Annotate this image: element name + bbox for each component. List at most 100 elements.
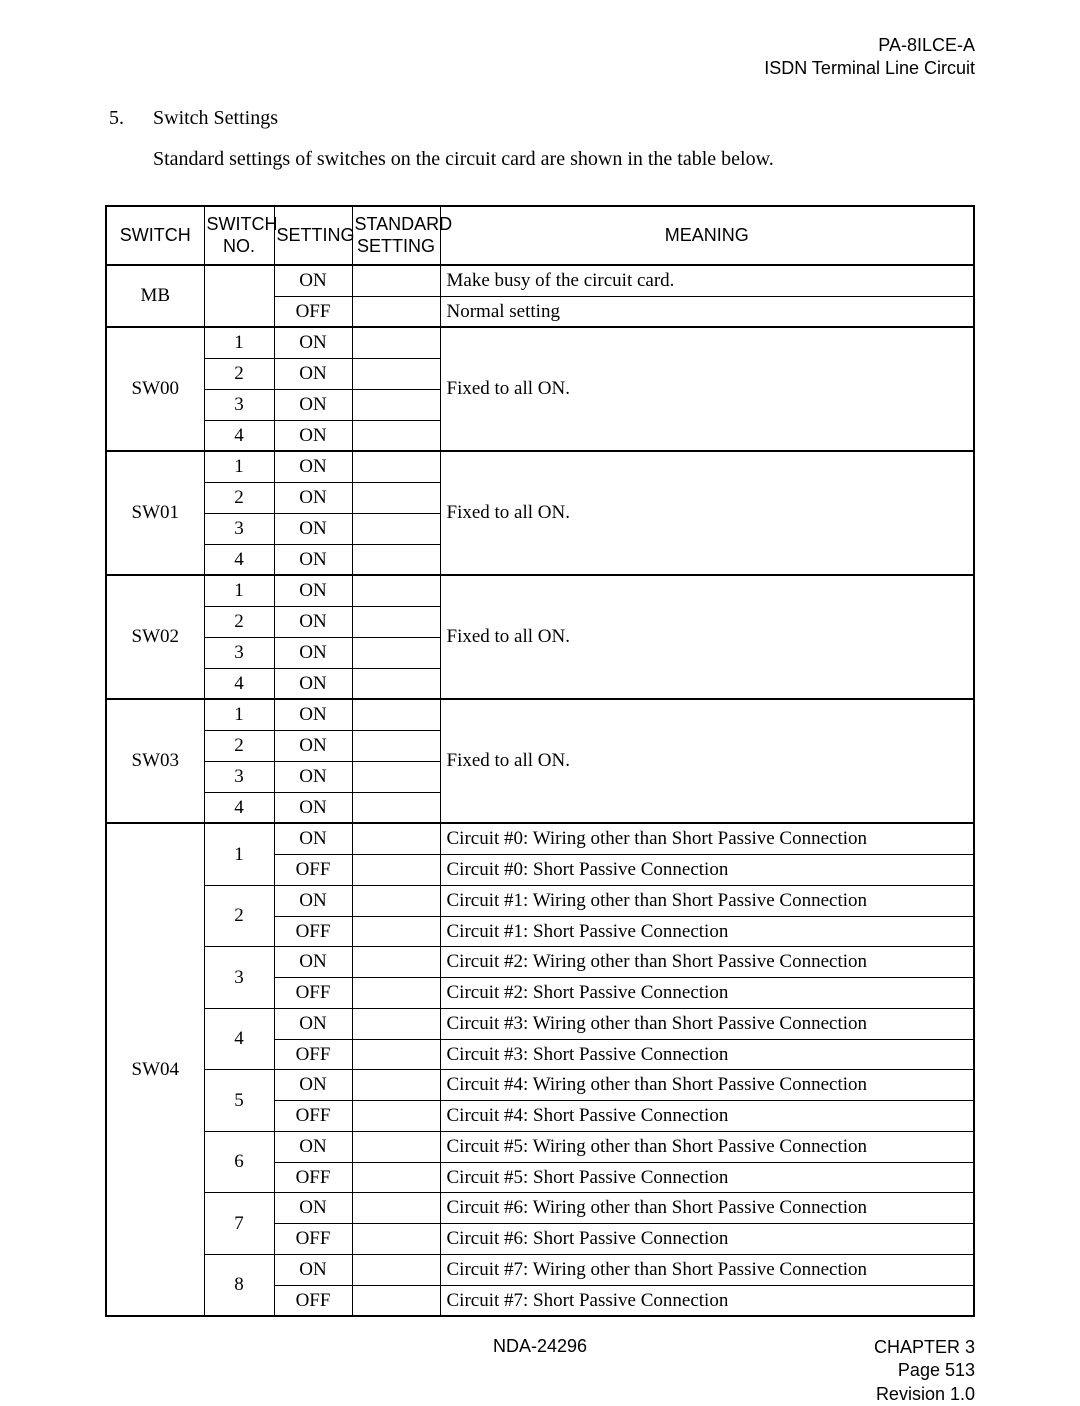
cell-meaning: Normal setting xyxy=(440,296,974,327)
cell-switch-no: 6 xyxy=(204,1131,274,1193)
footer-right: CHAPTER 3 Page 513 Revision 1.0 xyxy=(874,1336,975,1406)
cell-setting: OFF xyxy=(274,1224,352,1255)
page: PA-8ILCE-A ISDN Terminal Line Circuit 5.… xyxy=(0,0,1080,1397)
cell-standard xyxy=(352,513,440,544)
cell-standard xyxy=(352,607,440,638)
cell-switch-no: 4 xyxy=(204,1008,274,1070)
cell-standard xyxy=(352,359,440,390)
cell-meaning: Circuit #0: Wiring other than Short Pass… xyxy=(440,823,974,854)
cell-setting: ON xyxy=(274,699,352,730)
cell-standard xyxy=(352,978,440,1009)
cell-meaning: Circuit #2: Wiring other than Short Pass… xyxy=(440,947,974,978)
page-footer: NDA-24296 CHAPTER 3 Page 513 Revision 1.… xyxy=(105,1336,975,1357)
cell-setting: ON xyxy=(274,513,352,544)
cell-standard xyxy=(352,885,440,916)
cell-switch-no xyxy=(204,265,274,328)
cell-setting: OFF xyxy=(274,296,352,327)
cell-standard xyxy=(352,389,440,420)
cell-standard xyxy=(352,296,440,327)
table-row: 3 ON Circuit #2: Wiring other than Short… xyxy=(106,947,974,978)
cell-setting: ON xyxy=(274,420,352,451)
cell-setting: ON xyxy=(274,792,352,823)
table-row: SW02 1 ON Fixed to all ON. xyxy=(106,575,974,606)
cell-switch-no: 2 xyxy=(204,731,274,762)
cell-meaning: Circuit #1: Short Passive Connection xyxy=(440,916,974,947)
table-header-row: SWITCH SWITCH NO. SETTING STANDARD SETTI… xyxy=(106,206,974,265)
cell-standard xyxy=(352,916,440,947)
cell-setting: ON xyxy=(274,451,352,482)
cell-setting: ON xyxy=(274,575,352,606)
footer-center: NDA-24296 xyxy=(105,1336,975,1357)
cell-setting: ON xyxy=(274,885,352,916)
cell-setting: ON xyxy=(274,265,352,296)
cell-switch-no: 1 xyxy=(204,451,274,482)
cell-standard xyxy=(352,1101,440,1132)
cell-switch-no: 3 xyxy=(204,947,274,1009)
cell-standard xyxy=(352,637,440,668)
cell-switch-no: 2 xyxy=(204,885,274,947)
cell-setting: OFF xyxy=(274,1162,352,1193)
cell-meaning: Circuit #5: Wiring other than Short Pass… xyxy=(440,1131,974,1162)
table-row: 7 ON Circuit #6: Wiring other than Short… xyxy=(106,1193,974,1224)
cell-switch-no: 2 xyxy=(204,483,274,514)
cell-setting: ON xyxy=(274,731,352,762)
cell-setting: OFF xyxy=(274,1101,352,1132)
cell-meaning: Circuit #0: Short Passive Connection xyxy=(440,855,974,886)
table-row: SW00 1 ON Fixed to all ON. xyxy=(106,327,974,358)
col-switch-no-b: NO. xyxy=(223,236,255,256)
cell-setting: OFF xyxy=(274,1039,352,1070)
cell-switch: MB xyxy=(106,265,204,328)
cell-standard xyxy=(352,1254,440,1285)
cell-standard xyxy=(352,668,440,699)
cell-standard xyxy=(352,451,440,482)
section-body: Standard settings of switches on the cir… xyxy=(105,148,975,171)
cell-setting: ON xyxy=(274,1193,352,1224)
cell-standard xyxy=(352,1070,440,1101)
cell-meaning: Circuit #1: Wiring other than Short Pass… xyxy=(440,885,974,916)
table-row: 6 ON Circuit #5: Wiring other than Short… xyxy=(106,1131,974,1162)
cell-setting: ON xyxy=(274,1254,352,1285)
cell-meaning: Fixed to all ON. xyxy=(440,575,974,699)
cell-meaning: Circuit #5: Short Passive Connection xyxy=(440,1162,974,1193)
cell-standard xyxy=(352,792,440,823)
cell-switch-no: 4 xyxy=(204,544,274,575)
col-switch-no: SWITCH NO. xyxy=(204,206,274,265)
table-row: SW03 1 ON Fixed to all ON. xyxy=(106,699,974,730)
cell-standard xyxy=(352,544,440,575)
cell-setting: OFF xyxy=(274,916,352,947)
cell-switch-no: 3 xyxy=(204,389,274,420)
header-line-2: ISDN Terminal Line Circuit xyxy=(105,57,975,80)
cell-meaning: Fixed to all ON. xyxy=(440,327,974,451)
col-standard-a: STANDARD xyxy=(355,214,453,234)
cell-setting: OFF xyxy=(274,1285,352,1316)
cell-switch-no: 1 xyxy=(204,575,274,606)
cell-standard xyxy=(352,265,440,296)
cell-setting: ON xyxy=(274,668,352,699)
cell-switch-no: 3 xyxy=(204,637,274,668)
cell-meaning: Circuit #3: Wiring other than Short Pass… xyxy=(440,1008,974,1039)
cell-setting: ON xyxy=(274,359,352,390)
cell-meaning: Circuit #4: Short Passive Connection xyxy=(440,1101,974,1132)
cell-meaning: Make busy of the circuit card. xyxy=(440,265,974,296)
col-standard-b: SETTING xyxy=(357,236,435,256)
cell-meaning: Fixed to all ON. xyxy=(440,699,974,823)
cell-standard xyxy=(352,823,440,854)
cell-standard xyxy=(352,855,440,886)
cell-standard xyxy=(352,1193,440,1224)
cell-switch-no: 3 xyxy=(204,513,274,544)
page-header: PA-8ILCE-A ISDN Terminal Line Circuit xyxy=(105,34,975,81)
cell-meaning: Circuit #2: Short Passive Connection xyxy=(440,978,974,1009)
cell-standard xyxy=(352,1162,440,1193)
table-row: 4 ON Circuit #3: Wiring other than Short… xyxy=(106,1008,974,1039)
cell-setting: ON xyxy=(274,823,352,854)
cell-switch: SW01 xyxy=(106,451,204,575)
cell-standard xyxy=(352,1039,440,1070)
cell-meaning: Fixed to all ON. xyxy=(440,451,974,575)
section-heading: 5. Switch Settings xyxy=(105,107,975,130)
cell-switch-no: 1 xyxy=(204,699,274,730)
section-number: 5. xyxy=(105,107,153,130)
cell-setting: ON xyxy=(274,389,352,420)
table-row: 2 ON Circuit #1: Wiring other than Short… xyxy=(106,885,974,916)
cell-setting: ON xyxy=(274,1070,352,1101)
cell-meaning: Circuit #3: Short Passive Connection xyxy=(440,1039,974,1070)
